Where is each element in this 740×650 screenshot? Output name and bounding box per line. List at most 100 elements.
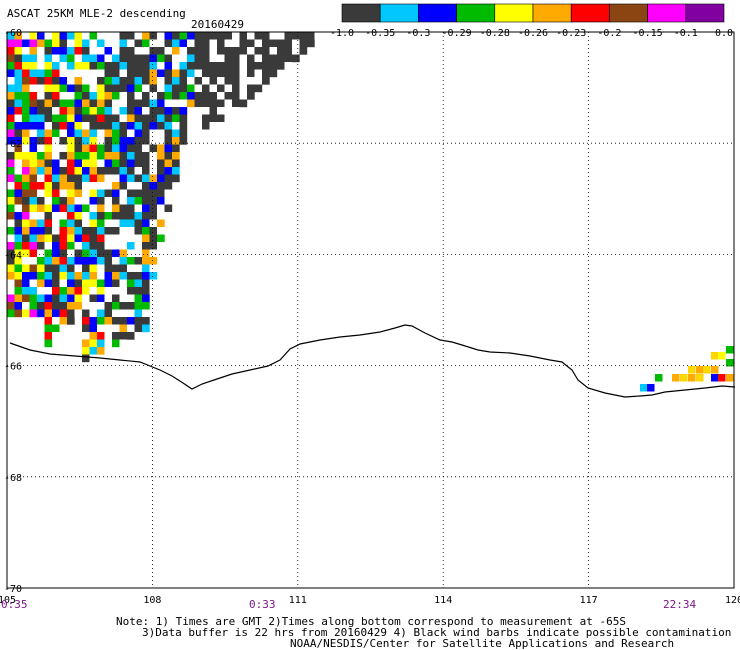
wind-cell: [239, 47, 248, 55]
wind-cell: [59, 107, 68, 115]
wind-cell: [104, 294, 113, 303]
wind-cell: [74, 272, 83, 280]
wind-cell: [82, 189, 90, 198]
wind-cell: [74, 69, 83, 78]
wind-cell: [142, 167, 150, 175]
wind-cell: [82, 227, 90, 235]
wind-cell: [104, 227, 113, 235]
wind-cell: [149, 242, 158, 250]
wind-cell: [164, 84, 173, 93]
wind-cell: [97, 264, 105, 273]
wind-cell: [44, 234, 53, 243]
wind-cell: [299, 39, 308, 48]
wind-cell: [217, 99, 225, 108]
wind-cell: [7, 234, 15, 243]
wind-cell: [67, 32, 75, 40]
wind-cell: [52, 287, 60, 295]
wind-cell: [37, 302, 45, 310]
wind-cell: [217, 77, 225, 85]
wind-cell: [202, 54, 210, 63]
wind-cell: [82, 354, 90, 363]
wind-cell: [164, 99, 173, 108]
wind-cell: [7, 204, 15, 213]
wind-cell: [74, 287, 83, 295]
wind-cell: [127, 114, 135, 123]
wind-cell: [149, 189, 158, 198]
wind-cell: [134, 129, 143, 138]
wind-cell: [119, 287, 128, 295]
longitude-label: 120: [725, 595, 740, 606]
wind-cell: [172, 129, 180, 138]
wind-cell: [217, 114, 225, 123]
wind-cell: [307, 39, 315, 48]
wind-cell: [134, 197, 143, 205]
wind-cell: [82, 114, 90, 123]
wind-cell: [37, 99, 45, 108]
wind-cell: [104, 234, 113, 243]
wind-cell: [74, 39, 83, 48]
wind-cell: [14, 287, 23, 295]
wind-cell: [104, 189, 113, 198]
wind-cell: [149, 279, 158, 288]
wind-cell: [82, 324, 90, 333]
wind-cell: [97, 189, 105, 198]
wind-cell: [112, 257, 120, 265]
wind-cell: [254, 77, 263, 85]
wind-cell: [59, 54, 68, 63]
wind-cell: [224, 92, 233, 100]
wind-cell: [134, 174, 143, 183]
wind-cell: [119, 77, 128, 85]
wind-cell: [187, 32, 195, 40]
latitude-label: -60: [4, 28, 22, 39]
wind-cell: [269, 32, 278, 40]
wind-cell: [149, 47, 158, 55]
wind-cell: [239, 99, 248, 108]
wind-cell: [52, 257, 60, 265]
wind-cell: [127, 212, 135, 220]
wind-cell: [82, 39, 90, 48]
wind-cell: [112, 137, 120, 145]
wind-cell: [37, 69, 45, 78]
wind-cell: [82, 332, 90, 340]
wind-cell: [134, 182, 143, 190]
wind-cell: [104, 287, 113, 295]
wind-cell: [37, 249, 45, 258]
wind-cell: [82, 339, 90, 348]
wind-cell: [74, 152, 83, 160]
wind-cell: [59, 62, 68, 70]
longitude-label: 117: [580, 595, 598, 606]
wind-cell: [224, 47, 233, 55]
wind-cell: [74, 122, 83, 130]
wind-cell: [149, 122, 158, 130]
wind-cell: [284, 39, 293, 48]
wind-cell: [112, 144, 120, 153]
wind-cell: [142, 47, 150, 55]
wind-cell: [7, 69, 15, 78]
wind-cell: [112, 309, 120, 318]
wind-cell: [44, 69, 53, 78]
wind-cell: [127, 122, 135, 130]
wind-cell: [89, 249, 98, 258]
wind-cell: [22, 107, 30, 115]
wind-cell: [142, 39, 150, 48]
wind-cell: [119, 182, 128, 190]
wind-cell: [44, 309, 53, 318]
wind-cell: [134, 77, 143, 85]
wind-cell: [7, 257, 15, 265]
wind-cell: [134, 114, 143, 123]
wind-cell: [202, 122, 210, 130]
wind-cell: [112, 114, 120, 123]
wind-cell: [59, 189, 68, 198]
wind-cell: [59, 47, 68, 55]
wind-cell: [59, 227, 68, 235]
wind-cell: [209, 32, 218, 40]
wind-cell: [22, 69, 30, 78]
wind-cell: [142, 32, 150, 40]
wind-cell: [149, 39, 158, 48]
wind-cell: [142, 309, 150, 318]
wind-cell: [59, 264, 68, 273]
wind-cell: [202, 62, 210, 70]
wind-cell: [187, 39, 195, 48]
wind-cell: [14, 137, 23, 145]
wind-cell: [134, 92, 143, 100]
